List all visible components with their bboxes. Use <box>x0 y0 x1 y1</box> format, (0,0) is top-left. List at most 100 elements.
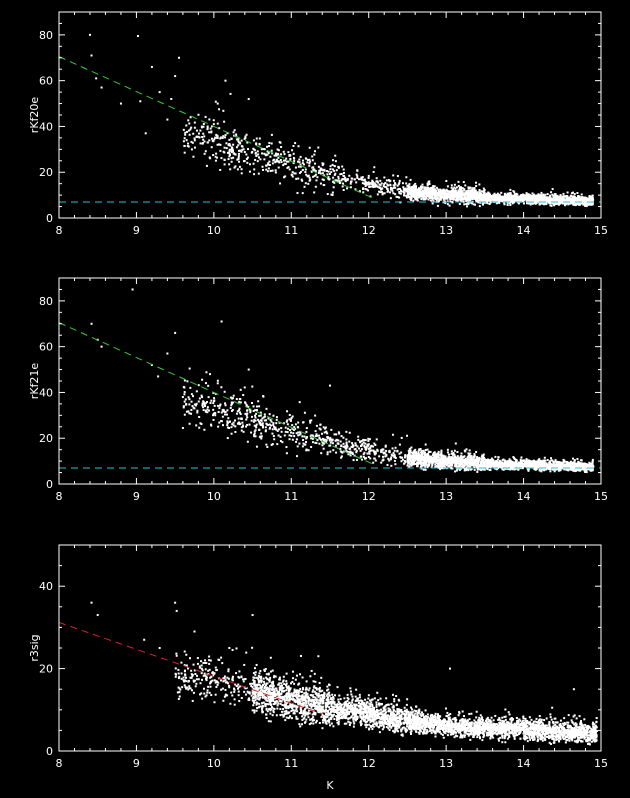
data-point <box>506 199 509 202</box>
data-point <box>307 182 310 185</box>
data-point <box>347 451 350 454</box>
data-point <box>466 197 469 200</box>
data-point <box>289 157 292 160</box>
data-point <box>317 172 320 175</box>
data-point <box>324 427 327 430</box>
data-point <box>340 455 343 458</box>
data-point <box>378 183 381 186</box>
data-point <box>214 159 217 162</box>
data-point <box>508 194 511 197</box>
data-point <box>318 436 321 439</box>
data-point <box>279 440 282 443</box>
data-point <box>314 169 317 172</box>
data-point <box>259 414 262 417</box>
data-point <box>475 191 478 194</box>
data-point <box>431 198 434 201</box>
data-point <box>362 441 365 444</box>
data-point <box>571 198 574 201</box>
data-point <box>268 163 271 166</box>
data-point <box>305 449 308 452</box>
data-point <box>398 188 401 191</box>
data-point <box>477 201 480 204</box>
data-point <box>418 455 421 458</box>
data-point <box>428 196 431 199</box>
data-point <box>540 202 543 205</box>
data-point <box>574 469 577 472</box>
data-point <box>310 434 313 437</box>
data-point <box>387 184 390 187</box>
data-point <box>504 197 507 200</box>
data-point <box>314 173 317 176</box>
data-point <box>585 468 588 471</box>
data-point <box>421 192 424 195</box>
data-point <box>308 176 311 179</box>
data-point <box>466 468 469 471</box>
data-point <box>198 397 201 400</box>
data-point <box>293 172 296 175</box>
data-point <box>583 203 586 206</box>
data-point <box>272 424 275 427</box>
data-point <box>489 201 492 204</box>
data-point <box>268 160 271 163</box>
data-point <box>191 405 194 408</box>
data-point <box>547 201 550 204</box>
data-point <box>315 179 318 182</box>
data-point <box>351 453 354 456</box>
data-point <box>220 157 223 160</box>
data-point <box>280 427 283 430</box>
data-point <box>475 462 478 465</box>
data-point <box>233 129 236 132</box>
data-point <box>285 446 288 449</box>
data-point <box>302 163 305 166</box>
data-point <box>464 450 467 453</box>
data-point <box>252 162 255 165</box>
data-point <box>240 168 243 171</box>
data-point <box>206 411 209 414</box>
data-point <box>576 199 579 202</box>
data-point <box>491 197 494 200</box>
data-point <box>405 190 408 193</box>
data-point <box>388 451 391 454</box>
data-point <box>457 189 460 192</box>
data-point <box>216 134 219 137</box>
data-point <box>539 193 542 196</box>
data-point <box>458 188 461 191</box>
data-point <box>478 188 481 191</box>
data-point <box>554 193 557 196</box>
data-point <box>310 170 313 173</box>
data-point <box>482 455 485 458</box>
data-point <box>380 191 383 194</box>
data-point <box>416 465 419 468</box>
data-point <box>289 154 292 157</box>
data-point <box>450 194 453 197</box>
data-point <box>458 191 461 194</box>
data-point <box>348 174 351 177</box>
data-point <box>403 459 406 462</box>
data-point <box>485 195 488 198</box>
data-point <box>348 440 351 443</box>
data-point <box>407 457 410 460</box>
data-point <box>556 194 559 197</box>
data-point <box>426 184 429 187</box>
data-point <box>248 170 251 173</box>
data-point <box>443 196 446 199</box>
data-point <box>342 445 345 448</box>
data-point <box>389 188 392 191</box>
data-point <box>561 196 564 199</box>
data-point <box>456 192 459 195</box>
data-point <box>478 205 481 208</box>
data-point <box>468 454 471 457</box>
data-point <box>405 176 408 179</box>
data-point <box>298 442 301 445</box>
data-point <box>401 182 404 185</box>
data-point <box>326 432 329 435</box>
data-point <box>562 192 565 195</box>
data-point <box>504 199 507 202</box>
data-point <box>513 191 516 194</box>
data-point <box>217 143 220 146</box>
scatter-points <box>90 288 595 474</box>
data-point <box>372 461 375 464</box>
data-point <box>362 455 365 458</box>
data-point <box>462 198 465 201</box>
